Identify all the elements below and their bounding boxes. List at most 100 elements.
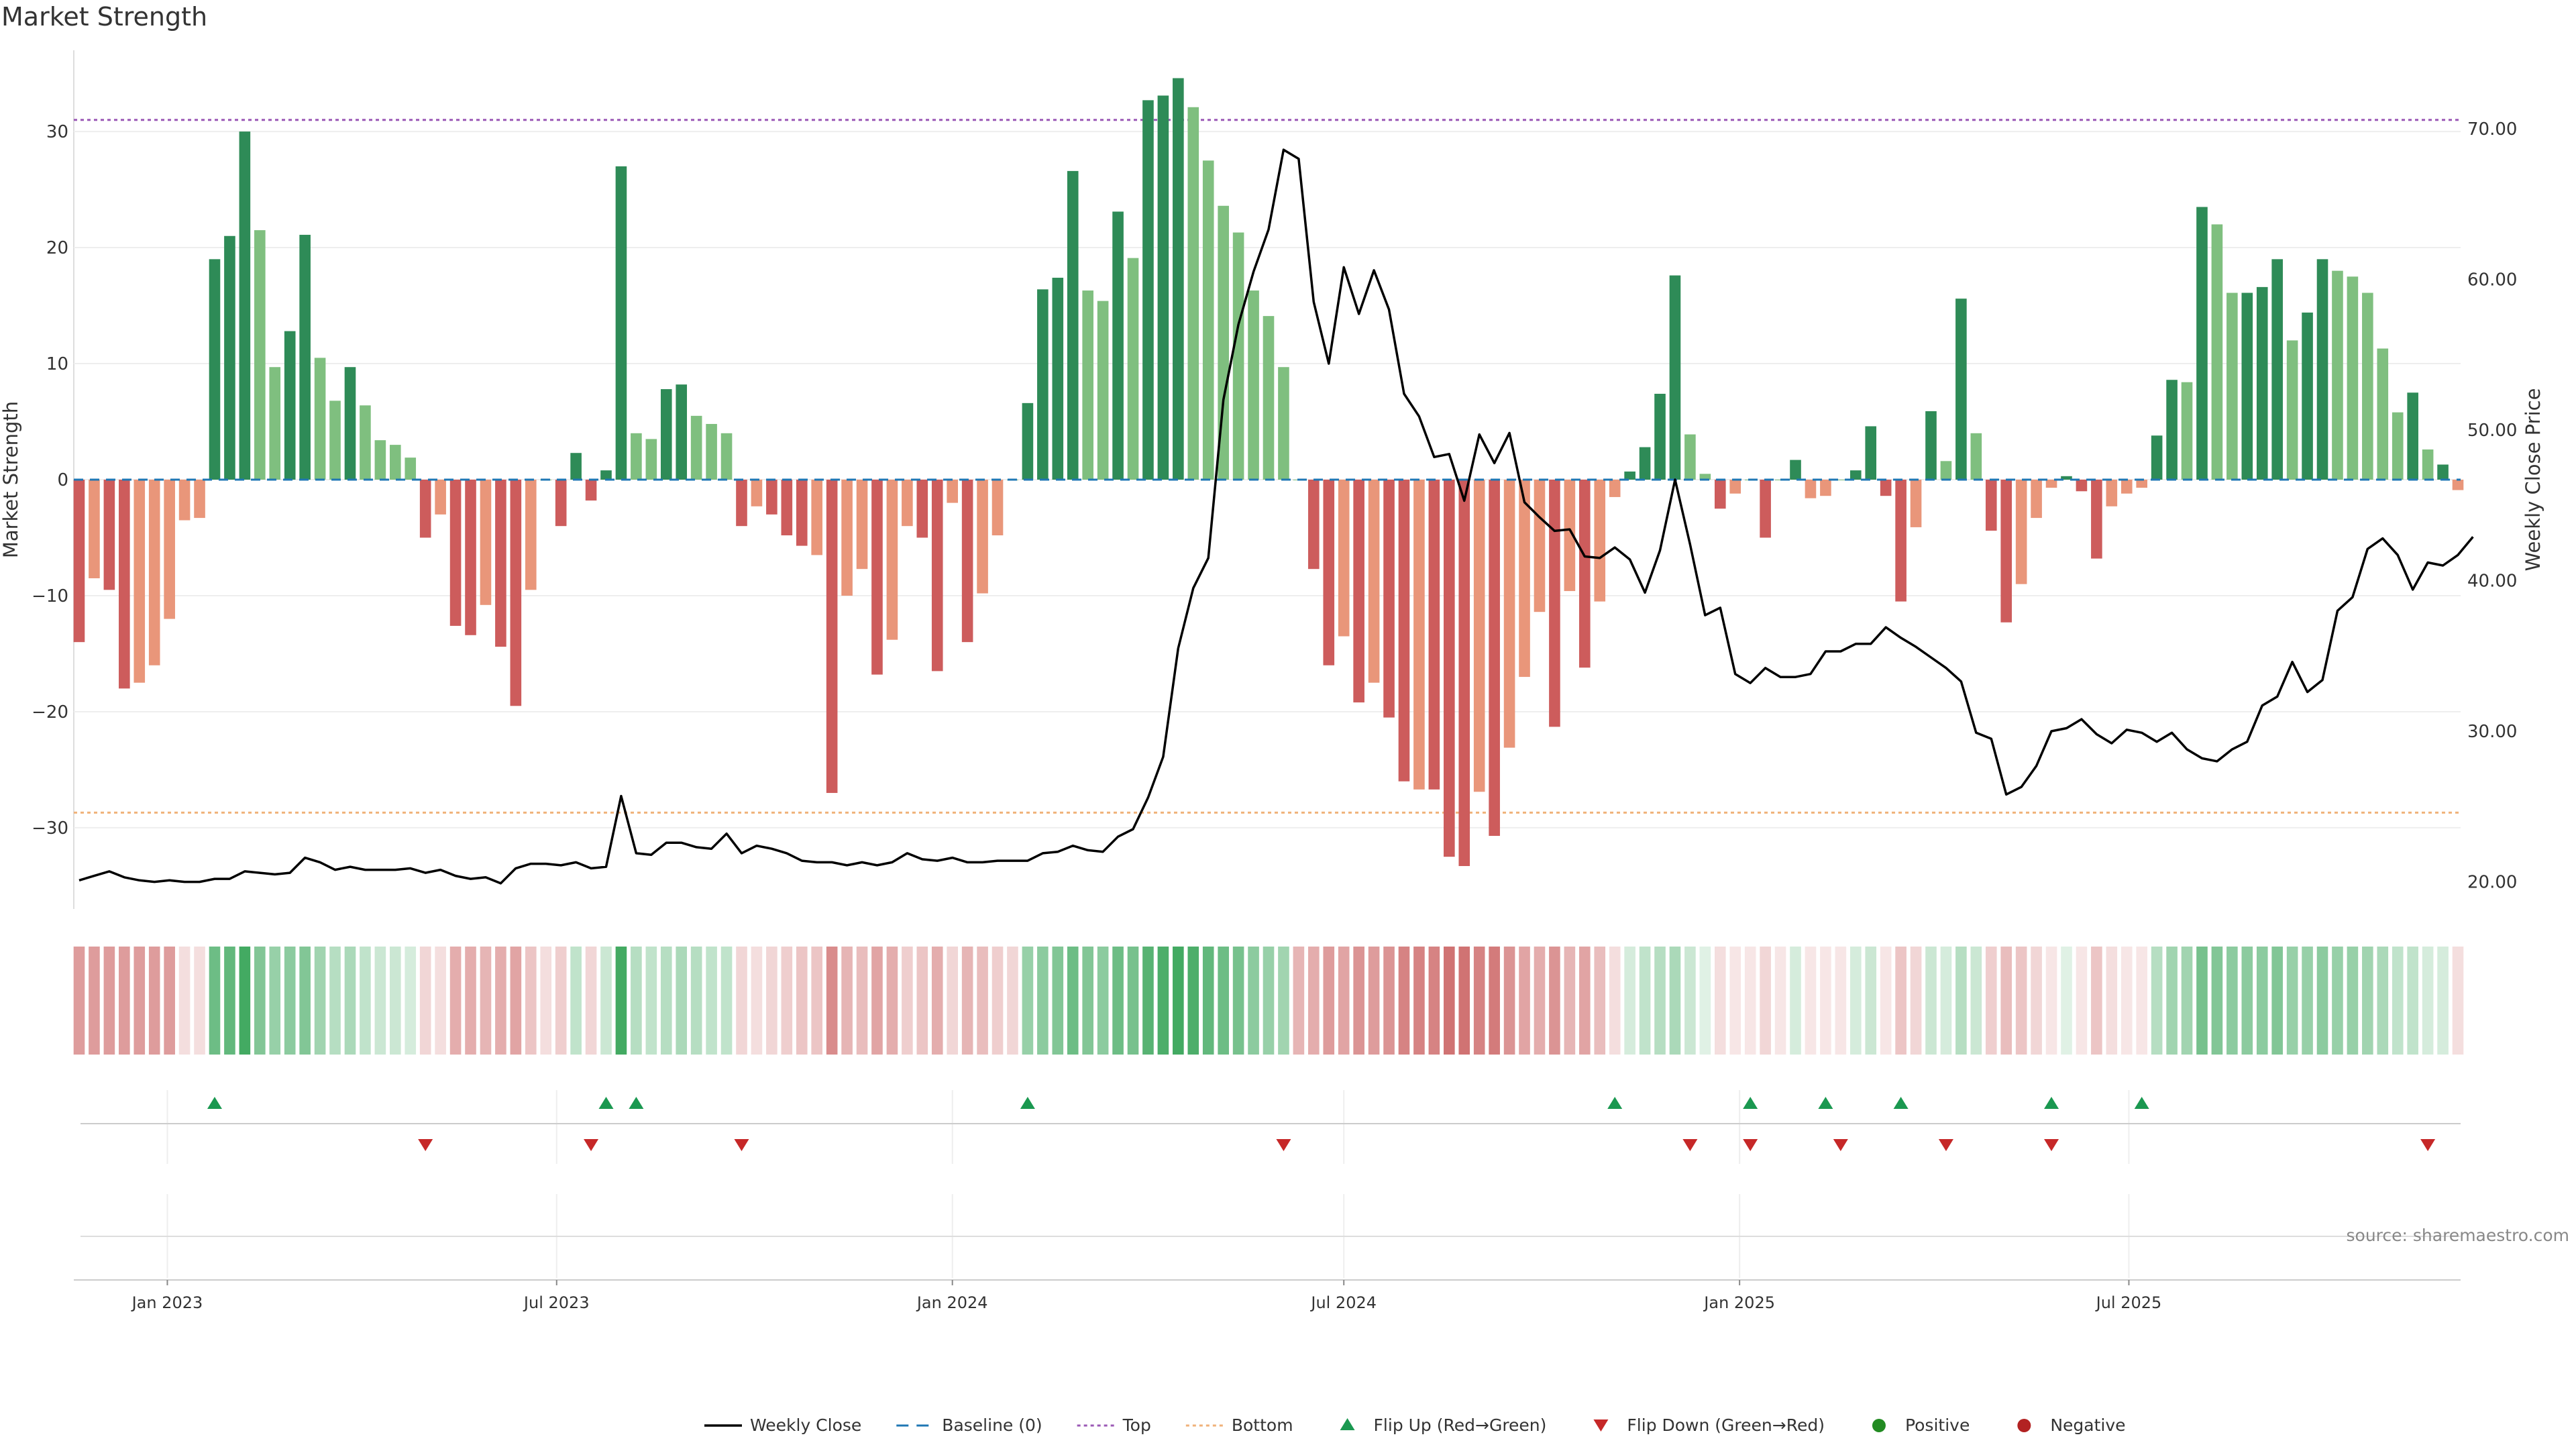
strength-bar [284,331,296,480]
strength-bar [1413,480,1425,790]
y-tick-label: 20 [46,238,68,258]
strength-bar [1609,480,1621,497]
heat-cell [2106,947,2118,1055]
strength-bar [1503,480,1515,748]
heat-cell [148,947,160,1055]
strength-bar [1157,95,1169,480]
x-tick-label: Jan 2024 [916,1293,988,1312]
heat-cell [1970,947,1982,1055]
strength-bar [2091,480,2102,559]
heat-cell [1910,947,1922,1055]
strength-bar [690,415,702,480]
flip-up-marker [1893,1097,1909,1109]
heat-cell [645,947,657,1055]
strength-bar [1519,480,1530,678]
legend-swatch-flip-up [1340,1418,1355,1430]
heat-cell [2031,947,2042,1055]
strength-bar [389,445,401,480]
strength-bar [510,480,522,706]
strength-bar [1564,480,1576,592]
strength-bar [2286,340,2298,480]
strength-bar [2076,480,2088,492]
heat-cell [525,947,537,1055]
strength-bar [1428,480,1440,790]
strength-bar [1263,316,1275,480]
heat-cell [1353,947,1364,1055]
heat-cell [2302,947,2313,1055]
heat-cell [2045,947,2057,1055]
chart-title: Market Strength [1,2,207,32]
strength-bar [1142,100,1154,480]
strength-bar [2166,380,2178,480]
strength-bar [555,480,567,527]
heat-cell [961,947,973,1055]
strength-bar [811,480,823,555]
heat-cell [1760,947,1771,1055]
heat-cell [811,947,823,1055]
heat-cell [1293,947,1305,1055]
heat-cell [977,947,988,1055]
heat-cell [2332,947,2343,1055]
heat-cell [1338,947,1350,1055]
heat-cell [360,947,371,1055]
strength-bar [1278,367,1289,480]
heat-cell [299,947,311,1055]
strength-bar [796,480,808,546]
heat-cell [1112,947,1124,1055]
strength-bar [1082,290,1093,480]
strength-bar [1444,480,1455,857]
flip-down-marker [2420,1139,2436,1151]
flip-down-marker [1833,1139,1848,1151]
strength-bar [736,480,747,527]
strength-bar [1022,402,1034,480]
strength-bar [1865,426,1877,480]
strength-bar [133,480,146,683]
strength-bar [119,480,130,689]
strength-bar [916,480,928,538]
flip-down-marker [1938,1139,1953,1151]
y-axis-label: Market Strength [0,401,22,558]
heat-cell [2271,947,2283,1055]
strength-bar [2045,480,2057,488]
heat-cell [690,947,702,1055]
heat-cell [1820,947,1831,1055]
strength-bar [1639,447,1651,480]
strength-bar [405,458,417,480]
strength-bar [209,259,221,480]
strength-bar [2000,480,2012,623]
strength-bar [781,480,793,536]
heat-cell [1248,947,1259,1055]
strength-bar [2136,480,2148,488]
heat-cell [2076,947,2088,1055]
strength-bar [991,480,1004,536]
strength-bar [2196,207,2208,480]
heat-cell [1835,947,1847,1055]
heat-cell [947,947,959,1055]
heat-cell [239,947,251,1055]
y-tick-label: 10 [46,354,68,374]
heat-cell [631,947,642,1055]
heat-cell [1218,947,1229,1055]
heat-cell [1007,947,1018,1055]
strength-bar [871,480,883,675]
strength-bar [585,480,597,501]
x-tick-label: Jul 2024 [1309,1293,1377,1312]
heat-cell [1594,947,1606,1055]
heat-cell [1202,947,1214,1055]
heat-cell [555,947,567,1055]
heat-cell [916,947,928,1055]
flip-up-marker [1607,1097,1623,1109]
strength-bar [841,480,853,596]
strength-bar [2332,270,2343,480]
strength-bar [239,131,251,480]
heat-cell [1173,947,1184,1055]
strength-bar [164,480,175,619]
strength-bar [1578,480,1591,668]
heat-cell [178,947,191,1055]
flip-down-marker [1682,1139,1698,1151]
strength-bar [2271,259,2283,480]
heat-cell [1699,947,1711,1055]
strength-bar [178,480,191,521]
strength-bar [1187,107,1199,480]
